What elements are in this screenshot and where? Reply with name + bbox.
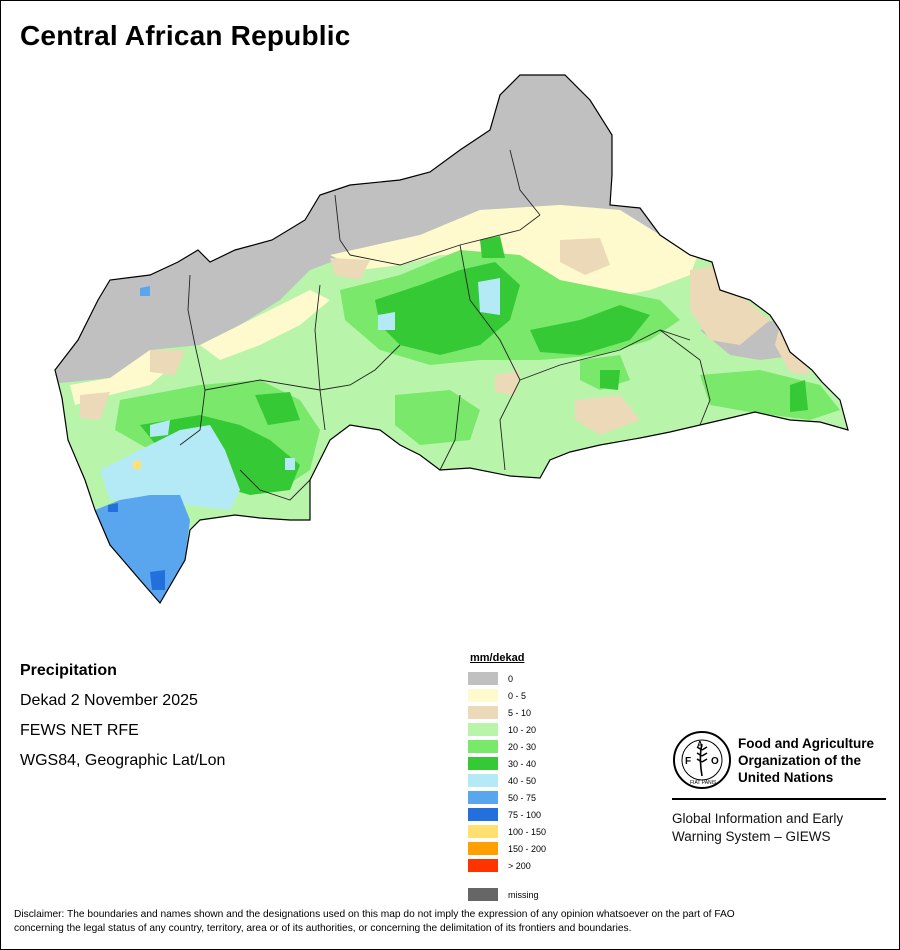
- precipitation-map: [54, 74, 849, 605]
- fao-logo-motto: FIAT PANIS: [690, 780, 717, 786]
- legend-item: 5 - 10: [468, 704, 546, 721]
- legend-title: mm/dekad: [470, 652, 525, 664]
- legend-swatch: [468, 774, 498, 787]
- legend-swatch: [468, 859, 498, 872]
- legend-item: 0: [468, 670, 546, 687]
- legend-item: 100 - 150: [468, 823, 546, 840]
- fao-logo-letter-a: A: [697, 740, 703, 749]
- legend-label: 0 - 5: [508, 690, 527, 701]
- giews-line1: Global Information and Early: [672, 811, 844, 826]
- legend-item: 10 - 20: [468, 721, 546, 738]
- legend-label: 75 - 100: [508, 809, 542, 820]
- legend-label: 0: [508, 673, 514, 684]
- legend-label: 20 - 30: [508, 741, 537, 752]
- fao-name-line3: United Nations: [738, 769, 834, 785]
- legend-item-missing: missing: [468, 886, 546, 903]
- info-period: Dekad 2 November 2025: [20, 692, 198, 709]
- legend-item: 150 - 200: [468, 840, 546, 857]
- fao-branding: F O A FIAT PANIS Food and Agriculture Or…: [672, 730, 888, 846]
- legend-swatch-missing: [468, 888, 498, 901]
- legend-swatch: [468, 706, 498, 719]
- fao-name-line2: Organization of the: [738, 752, 861, 768]
- legend-swatch: [468, 672, 498, 685]
- legend-swatch: [468, 723, 498, 736]
- legend-items: 0 0 - 5 5 - 10 10 - 20 20 - 30 30 - 40 40 - 50…: [468, 670, 546, 874]
- legend-swatch: [468, 689, 498, 702]
- legend-item: > 200: [468, 857, 546, 874]
- legend-swatch: [468, 808, 498, 821]
- legend-label: 30 - 40: [508, 758, 537, 769]
- legend-item: 75 - 100: [468, 806, 546, 823]
- legend-swatch: [468, 757, 498, 770]
- legend: mm/dekad 0 0 - 5 5 - 10 10 - 20 20 - 30 30 - …: [468, 652, 546, 903]
- fao-logo-icon: F O A FIAT PANIS: [673, 731, 731, 789]
- disclaimer-line1: Disclaimer: The boundaries and names sho…: [14, 909, 735, 920]
- giews-name: Global Information and Early Warning Sys…: [672, 810, 888, 846]
- legend-item: 0 - 5: [468, 687, 546, 704]
- legend-label-missing: missing: [508, 889, 539, 900]
- legend-label: 5 - 10: [508, 707, 532, 718]
- fao-name: Food and Agriculture Organization of the…: [738, 735, 874, 786]
- info-projection: WGS84, Geographic Lat/Lon: [20, 752, 226, 769]
- legend-item: 40 - 50: [468, 772, 546, 789]
- country-outline: [54, 74, 849, 605]
- fao-divider: [672, 798, 886, 800]
- legend-label: 100 - 150: [508, 826, 547, 837]
- legend-item: 20 - 30: [468, 738, 546, 755]
- legend-label: 10 - 20: [508, 724, 537, 735]
- legend-label: > 200: [508, 860, 531, 871]
- legend-label: 40 - 50: [508, 775, 537, 786]
- legend-swatch: [468, 842, 498, 855]
- legend-swatch: [468, 740, 498, 753]
- legend-label: 50 - 75: [508, 792, 537, 803]
- legend-swatch: [468, 825, 498, 838]
- legend-item: 30 - 40: [468, 755, 546, 772]
- disclaimer: Disclaimer: The boundaries and names sho…: [14, 908, 894, 936]
- map-title: Central African Republic: [20, 20, 351, 51]
- giews-line2: Warning System – GIEWS: [672, 829, 831, 844]
- fao-name-line1: Food and Agriculture: [738, 735, 874, 751]
- legend-item: 50 - 75: [468, 789, 546, 806]
- disclaimer-line2: concerning the legal status of any count…: [14, 923, 632, 934]
- map-info: Precipitation Dekad 2 November 2025 FEWS…: [20, 656, 225, 776]
- legend-swatch: [468, 791, 498, 804]
- info-source: FEWS NET RFE: [20, 722, 139, 739]
- info-heading: Precipitation: [20, 662, 117, 679]
- legend-label: 150 - 200: [508, 843, 547, 854]
- fao-logo-letter-f: F: [685, 756, 691, 767]
- fao-logo-letter-o: O: [711, 756, 719, 767]
